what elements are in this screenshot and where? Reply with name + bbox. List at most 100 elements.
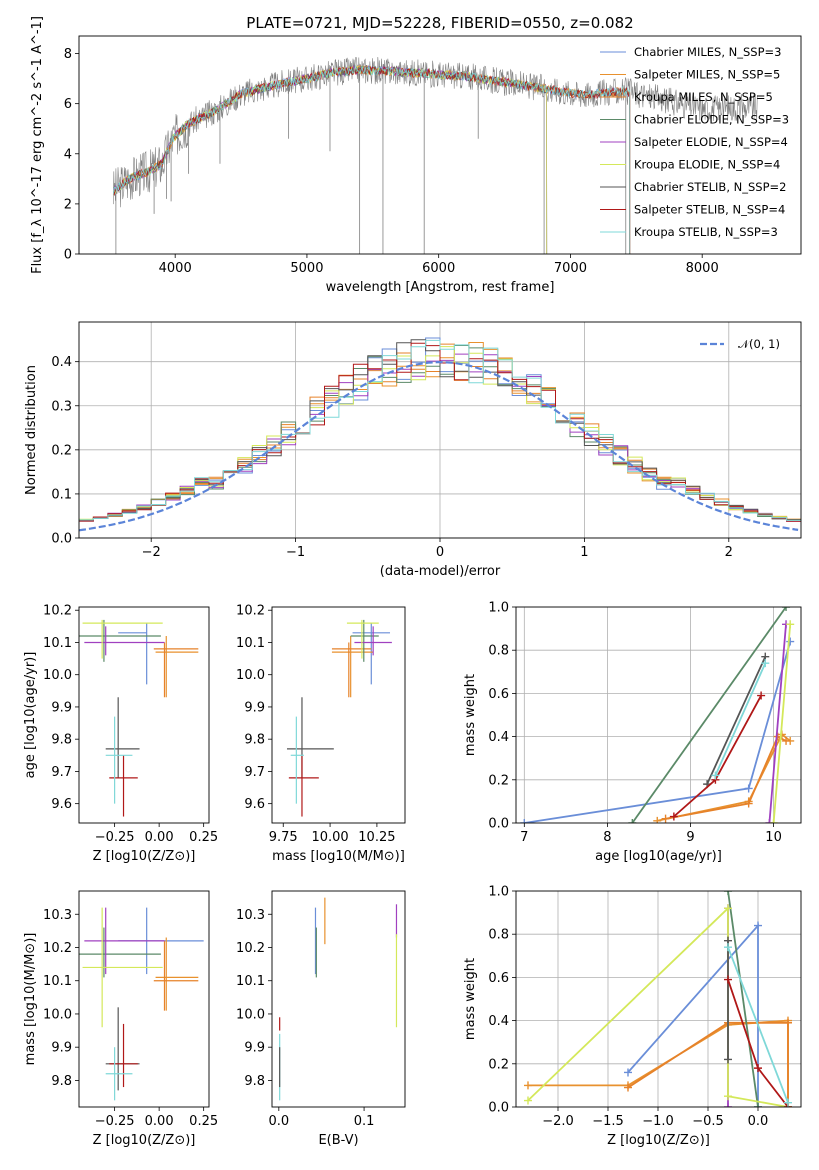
errorbar-point [354,626,392,656]
weight-line-chabrier-elodie [631,607,787,823]
y-tick-label: 0.6 [488,971,509,986]
errorbar-point [286,697,334,778]
y-axis-label: mass weight [463,674,478,756]
y-tick-label: 0.0 [488,1101,509,1116]
plot-area [286,619,392,817]
x-tick-label: 0.0 [268,1114,289,1129]
errorbar-point [290,716,304,804]
weight-marker [724,1103,732,1107]
x-tick-label: 0 [436,545,444,560]
x-axis-label: (data-model)/error [380,564,501,579]
y-tick-label: 0.1 [51,487,72,502]
y-tick-label: 10.0 [43,1007,72,1022]
legend-entry: Chabrier STELIB, N_SSP=2 [634,180,786,194]
weight-marker [624,1083,632,1092]
errorbar-point [79,927,161,978]
errorbar-point [331,642,372,698]
axes-frame [78,35,802,255]
y-tick-label: 10.3 [43,908,72,923]
y-tick-label: 9.7 [51,765,72,780]
axes-frame [515,890,802,1108]
errorbar-point [79,619,161,662]
y-tick-label: 10.0 [43,668,72,683]
weight-marker [761,659,770,668]
errorbar-point [153,940,199,1011]
axes-frame [78,321,802,539]
figure-title: PLATE=0721, MJD=52228, FIBERID=0550, z=0… [246,14,633,32]
x-tick-label: −1.5 [592,1114,624,1129]
weight-line-kroupa-miles [665,735,787,820]
weight-line-salpeter-elodie [768,624,787,823]
y-tick-label: 10.0 [236,1007,265,1022]
chart-age_weight: 7 8 9 10 0.0 0.2 0.4 0.6 0.8 1.0 age [log10(age/yr… [463,601,802,864]
weight-marker [784,1018,792,1027]
weight-marker [769,819,778,823]
x-tick-label: 7 [520,830,528,845]
x-tick-label: −1 [286,545,305,560]
errorbar-point [105,1007,140,1091]
x-tick-label: −2 [142,545,161,560]
y-tick-label: 0.8 [488,644,509,659]
weight-line-kroupa-elodie [772,624,792,823]
errorbar-point [82,907,163,1028]
plot-area [279,897,398,1101]
x-tick-label: 0.00 [145,1114,174,1129]
y-tick-label: 10.3 [236,908,265,923]
plot-area [112,56,758,254]
x-tick-label: 10.25 [358,830,395,845]
x-tick-label: −1.0 [642,1114,674,1129]
y-tick-label: 0 [64,248,72,263]
legend: Chabrier MILES, N_SSP=3 Salpeter MILES, N… [600,45,789,239]
y-tick-label: 10.1 [43,974,72,989]
y-tick-label: 9.9 [51,1041,72,1056]
weight-line-chabrier-miles [627,923,759,1107]
weight-marker [724,904,732,913]
y-tick-label: 0.2 [488,773,509,788]
weight-marker [624,1068,632,1077]
x-tick-label: 0.0 [748,1114,769,1129]
y-tick-label: 1.0 [488,885,509,900]
plot-area [516,607,801,823]
weight-marker [711,771,720,780]
x-tick-label: 7000 [554,261,587,276]
y-tick-label: 0.8 [488,928,509,943]
axes-frame [515,606,802,824]
y-tick-label: 9.9 [244,700,265,715]
weight-marker [724,1055,732,1064]
weight-marker [782,607,791,611]
y-tick-label: 0.4 [51,355,72,370]
chart-z_weight: −2.0 −1.5 −1.0 −0.5 0.0 0.0 0.2 0.4 0.6 0.8 1.0 Z [… [463,885,802,1148]
errorbar-point [82,619,163,659]
chart-z_mass: −0.25 0.00 0.25 9.8 9.9 10.0 10.1 10.2 10.3 Z [lo… [23,890,218,1148]
errorbar-point [352,623,391,685]
model-chabrier-stelib [113,65,631,254]
weight-marker [669,812,678,821]
weight-line-chabrier-stelib [706,656,767,785]
weight-marker [724,943,732,952]
model-salpeter-miles [113,64,631,254]
y-tick-label: 9.6 [51,797,72,812]
y-axis-label: Normed distribution [24,365,39,495]
errorbar-point [288,755,319,817]
errorbar-point [84,626,165,656]
weight-marker [661,814,670,823]
weight-marker [724,975,732,984]
weight-line-chabrier-miles [524,641,792,823]
x-tick-label: 8000 [686,261,719,276]
axes-frame [271,890,406,1108]
x-tick-label: −0.5 [692,1114,724,1129]
weight-marker [754,1064,762,1073]
x-tick-label: 1 [580,545,588,560]
y-tick-label: 9.7 [244,765,265,780]
errorbar-point [153,642,199,698]
model-kroupa-stelib [112,64,631,254]
x-tick-label: 0.25 [189,1114,218,1129]
y-tick-label: 9.8 [51,1074,72,1089]
weight-marker [524,1081,532,1090]
legend-entry: Kroupa STELIB, N_SSP=3 [634,225,778,239]
y-tick-label: 0.4 [488,1014,509,1029]
weight-marker [628,819,637,823]
plot-area [79,322,801,538]
legend-entry: Salpeter MILES, N_SSP=5 [634,68,780,82]
x-tick-label: −0.25 [95,1114,135,1129]
